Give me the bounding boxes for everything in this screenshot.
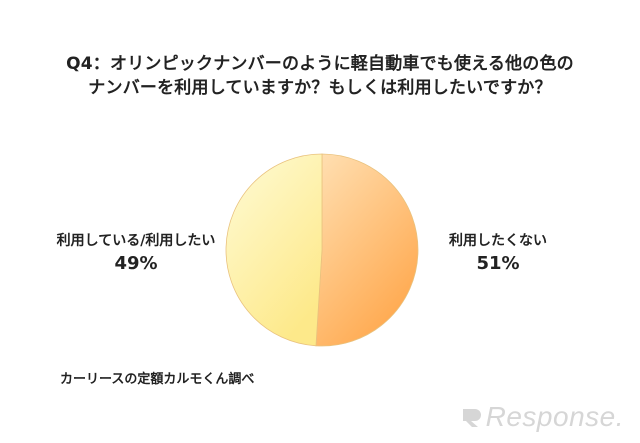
pie-slice-use [225, 153, 323, 347]
source-note: カーリースの定額カルモくん調べ [60, 372, 255, 387]
slice-label-use: 利用している/利用したい 49% [36, 232, 236, 276]
response-watermark: Response. [460, 401, 624, 433]
slice-label-use-text: 利用している/利用したい [56, 233, 216, 249]
chart-title-line-1: Q4：オリンピックナンバーのように軽自動車でも使える他の色の [66, 54, 574, 74]
pie-slices [225, 153, 419, 347]
chart-title-line-2: ナンバーを利用していますか？もしくは利用したいですか？ [88, 78, 552, 98]
chart-title: Q4：オリンピックナンバーのように軽自動車でも使える他の色の ナンバーを利用して… [0, 52, 640, 100]
slice-label-use-percent: 49% [114, 253, 158, 274]
pie-slice-no-use [315, 153, 419, 347]
slice-label-no-use-text: 利用したくない [449, 233, 547, 249]
slice-label-no-use-percent: 51% [476, 253, 520, 274]
slice-label-no-use: 利用したくない 51% [428, 232, 568, 276]
watermark-text: Response. [485, 401, 624, 432]
response-logo-icon [462, 409, 481, 427]
